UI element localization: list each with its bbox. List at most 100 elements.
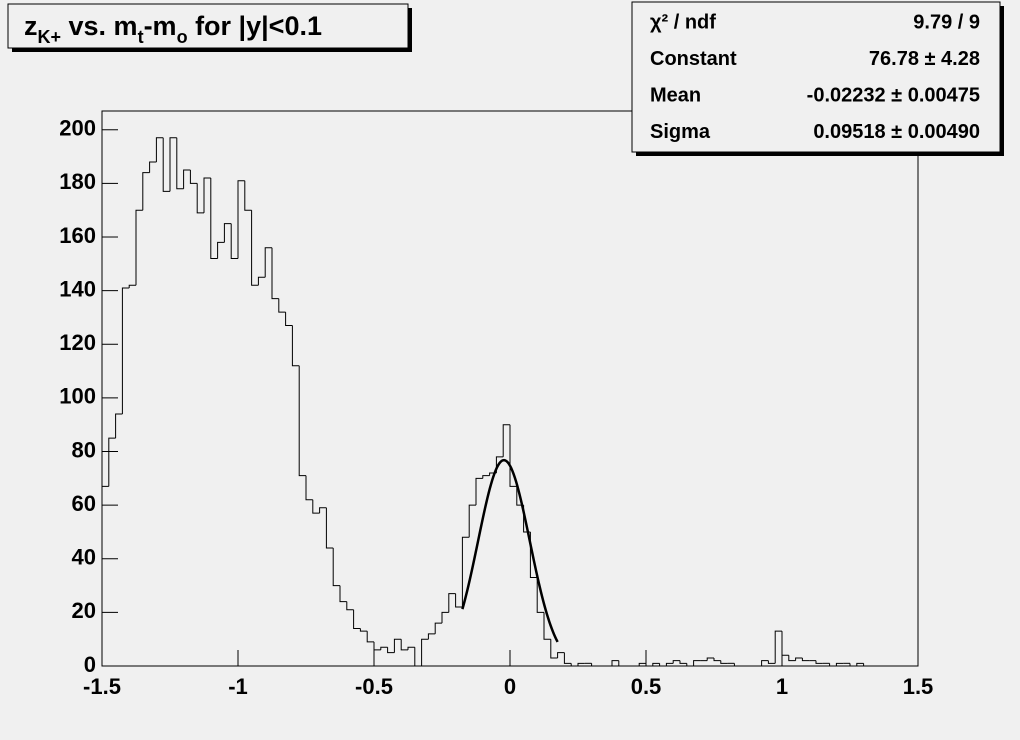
histogram-bin bbox=[230, 223, 238, 259]
title-part: -m bbox=[144, 11, 177, 41]
histogram-bin bbox=[781, 631, 789, 656]
y-tick-label: 20 bbox=[72, 598, 96, 623]
y-tick-label: 80 bbox=[72, 437, 96, 462]
stats-value: 76.78 ± 4.28 bbox=[869, 48, 980, 70]
histogram-bin bbox=[863, 663, 871, 667]
y-tick-label: 60 bbox=[72, 491, 96, 516]
title-part: o bbox=[177, 27, 188, 47]
x-tick-label: 1 bbox=[776, 674, 788, 699]
histogram-bin bbox=[387, 647, 395, 654]
x-tick-label: 0 bbox=[504, 674, 516, 699]
x-tick-label: -0.5 bbox=[355, 674, 393, 699]
histogram-bin bbox=[835, 662, 844, 666]
histogram-bin bbox=[400, 639, 408, 651]
histogram-bin bbox=[285, 312, 293, 326]
histogram-bin bbox=[128, 284, 136, 288]
histogram-bin bbox=[115, 413, 123, 439]
histogram-bin bbox=[652, 662, 660, 666]
title-part: for |y|<0.1 bbox=[188, 11, 322, 41]
histogram-bin bbox=[767, 660, 776, 664]
histogram-bin bbox=[638, 662, 646, 666]
histogram-bin bbox=[251, 210, 259, 286]
histogram-bin bbox=[414, 647, 422, 667]
histogram-bin bbox=[801, 657, 810, 662]
histogram-bin bbox=[149, 161, 157, 173]
histogram-bin bbox=[346, 601, 354, 611]
histogram-bin bbox=[557, 652, 565, 658]
histogram-bin bbox=[101, 485, 109, 666]
histogram-bin bbox=[645, 663, 653, 667]
histogram-bin bbox=[298, 365, 306, 477]
histogram-bin bbox=[319, 507, 327, 514]
histogram-bin bbox=[461, 536, 470, 608]
stats-value: 0.09518 ± 0.00490 bbox=[813, 121, 980, 143]
histogram-bin bbox=[305, 475, 313, 501]
y-tick-label: 180 bbox=[59, 169, 96, 194]
histogram-bin bbox=[339, 585, 347, 603]
histogram-bin bbox=[108, 437, 116, 487]
histogram-bin bbox=[679, 660, 687, 664]
histogram-bin bbox=[121, 287, 130, 414]
histogram-bin bbox=[142, 172, 150, 211]
histogram-bin bbox=[271, 247, 279, 300]
histogram-bin bbox=[441, 611, 449, 624]
histogram-bin bbox=[618, 660, 626, 667]
histogram-bin bbox=[373, 641, 381, 651]
histogram-bin bbox=[169, 137, 177, 192]
histogram-bin bbox=[543, 612, 551, 640]
histogram-bin bbox=[713, 657, 721, 662]
histogram-bin bbox=[686, 663, 694, 667]
stats-label: χ² / ndf bbox=[650, 11, 716, 33]
histogram-bin bbox=[468, 504, 476, 538]
histogram-bin bbox=[210, 178, 218, 259]
stats-value: -0.02232 ± 0.00475 bbox=[807, 84, 980, 106]
histogram-bin bbox=[189, 169, 198, 184]
histogram-bin bbox=[407, 646, 415, 650]
histogram-bin bbox=[223, 223, 232, 243]
histogram-bin bbox=[183, 169, 191, 189]
title-part: t bbox=[138, 27, 144, 47]
stats-label: Constant bbox=[650, 48, 737, 70]
fit-curve bbox=[461, 458, 559, 643]
histogram-bin bbox=[196, 183, 204, 214]
histogram-bin bbox=[733, 663, 742, 667]
histogram-bin bbox=[577, 662, 585, 666]
histogram-bin bbox=[434, 622, 442, 634]
histogram-bin bbox=[659, 663, 667, 667]
histogram-bin bbox=[591, 663, 599, 667]
histogram-bin bbox=[325, 507, 334, 549]
histogram-bin bbox=[380, 646, 388, 650]
histogram-bin bbox=[849, 663, 857, 667]
histogram-bin bbox=[536, 577, 544, 613]
histogram-bin bbox=[176, 137, 184, 190]
histogram-bin bbox=[720, 660, 728, 664]
histogram-bin bbox=[257, 276, 266, 286]
histogram-bin bbox=[264, 247, 272, 278]
x-tick-label: -1 bbox=[228, 674, 248, 699]
title-part: K+ bbox=[38, 27, 62, 47]
y-tick-label: 100 bbox=[59, 384, 96, 409]
histogram-bin bbox=[693, 660, 701, 666]
title-part: z bbox=[24, 11, 38, 41]
histogram-bin bbox=[502, 424, 510, 457]
x-tick-label: -1.5 bbox=[83, 674, 121, 699]
histogram-bin bbox=[448, 593, 456, 613]
histogram-bin bbox=[611, 660, 619, 666]
y-tick-label: 140 bbox=[59, 276, 96, 301]
x-tick-label: 1.5 bbox=[903, 674, 934, 699]
histogram-bin bbox=[815, 660, 823, 664]
histogram-bin bbox=[829, 663, 837, 667]
histogram-bin bbox=[393, 638, 402, 653]
histogram-bin bbox=[427, 633, 436, 640]
y-tick-label: 40 bbox=[72, 545, 96, 570]
y-tick-label: 0 bbox=[84, 652, 96, 677]
y-tick-label: 120 bbox=[59, 330, 96, 355]
histogram-bin bbox=[550, 639, 558, 659]
stats-value: 9.79 / 9 bbox=[913, 11, 980, 33]
histogram-bin bbox=[665, 662, 674, 666]
histogram-bin bbox=[366, 631, 374, 643]
histogram-bin bbox=[244, 180, 252, 211]
histogram-bin bbox=[162, 137, 170, 192]
histogram-bin bbox=[856, 662, 864, 666]
